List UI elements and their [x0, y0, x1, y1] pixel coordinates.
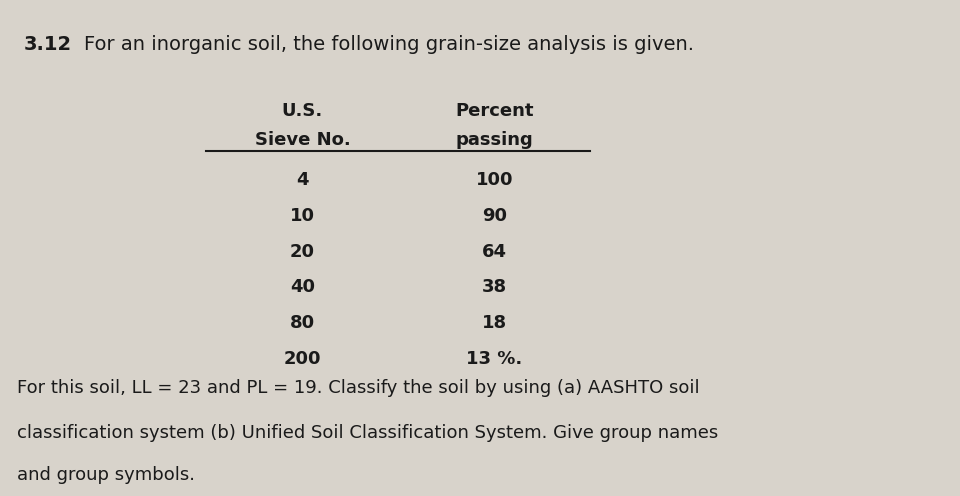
- Text: 20: 20: [290, 243, 315, 260]
- Text: 18: 18: [482, 314, 507, 332]
- Text: For this soil, LL = 23 and PL = 19. Classify the soil by using (a) AASHTO soil: For this soil, LL = 23 and PL = 19. Clas…: [17, 379, 700, 397]
- Text: For an inorganic soil, the following grain-size analysis is given.: For an inorganic soil, the following gra…: [84, 35, 694, 54]
- Text: 10: 10: [290, 207, 315, 225]
- Text: Percent: Percent: [455, 102, 534, 120]
- Text: 4: 4: [296, 171, 309, 189]
- Text: 64: 64: [482, 243, 507, 260]
- Text: U.S.: U.S.: [282, 102, 323, 120]
- Text: 100: 100: [475, 171, 514, 189]
- Text: 3.12: 3.12: [24, 35, 72, 54]
- Text: 38: 38: [482, 278, 507, 296]
- Text: classification system (b) Unified Soil Classification System. Give group names: classification system (b) Unified Soil C…: [17, 424, 718, 442]
- Text: and group symbols.: and group symbols.: [17, 466, 195, 484]
- Text: Sieve No.: Sieve No.: [254, 131, 350, 149]
- Text: 13 %.: 13 %.: [467, 350, 522, 368]
- Text: 200: 200: [283, 350, 322, 368]
- Text: 90: 90: [482, 207, 507, 225]
- Text: 80: 80: [290, 314, 315, 332]
- Text: passing: passing: [456, 131, 533, 149]
- Text: 40: 40: [290, 278, 315, 296]
